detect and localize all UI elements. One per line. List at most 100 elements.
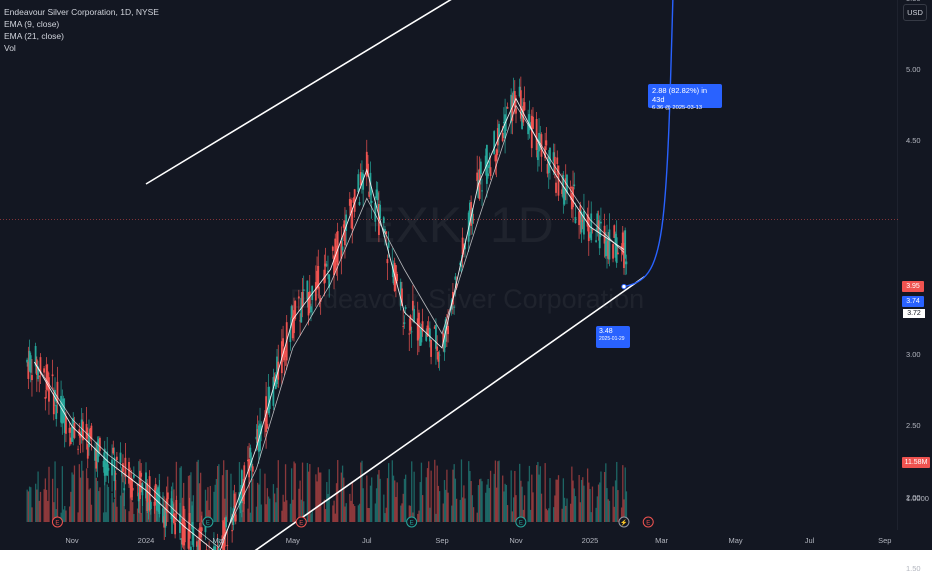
- volume-bar: [397, 482, 398, 522]
- volume-bar: [387, 478, 388, 522]
- candle-body: [625, 262, 627, 265]
- volume-bar: [91, 505, 92, 522]
- volume-bar: [604, 472, 605, 522]
- candle-body: [490, 167, 492, 176]
- candle-body: [436, 347, 438, 351]
- volume-bar: [428, 461, 429, 522]
- x-tick-label: Mar: [655, 536, 668, 545]
- volume-bar: [217, 466, 218, 522]
- legend-volume[interactable]: Vol: [4, 42, 159, 54]
- volume-bar: [495, 461, 496, 522]
- candle-body: [515, 108, 517, 113]
- volume-bar: [528, 481, 529, 522]
- volume-bar: [290, 504, 291, 522]
- volume-bar: [96, 478, 97, 522]
- candle-body: [114, 458, 116, 482]
- volume-bar: [216, 479, 217, 522]
- currency-button[interactable]: USD: [903, 4, 927, 21]
- legend-ema21[interactable]: EMA (21, close): [4, 30, 159, 42]
- volume-bar: [404, 479, 405, 522]
- volume-bar: [565, 506, 566, 522]
- volume-bar: [434, 460, 435, 522]
- volume-bar: [200, 473, 201, 522]
- ema21-price-tag: 3.72: [902, 308, 926, 319]
- volume-bar: [557, 480, 558, 522]
- volume-bar: [308, 472, 309, 522]
- y-tick-label: 5.50: [906, 0, 921, 3]
- candle-body: [99, 438, 101, 451]
- volume-bar: [261, 505, 262, 522]
- volume-bar: [469, 471, 470, 522]
- volume-bar: [86, 468, 87, 522]
- volume-bar: [472, 495, 473, 522]
- volume-bar: [421, 463, 422, 522]
- legend-ema9[interactable]: EMA (9, close): [4, 18, 159, 30]
- candle-body: [599, 229, 601, 248]
- last-price-tag: 3.95: [902, 281, 924, 292]
- volume-bar: [302, 463, 303, 522]
- volume-bar: [376, 488, 377, 522]
- volume-bar: [563, 478, 564, 522]
- volume-bar: [384, 513, 385, 522]
- volume-bar: [98, 491, 99, 522]
- volume-bar: [511, 470, 512, 522]
- legend-title[interactable]: Endeavour Silver Corporation, 1D, NYSE: [4, 6, 159, 18]
- volume-bar: [566, 498, 567, 522]
- volume-bar: [507, 505, 508, 522]
- candle-body: [225, 517, 227, 527]
- volume-bar: [588, 483, 589, 522]
- volume-bar: [605, 463, 606, 522]
- volume-bar: [582, 477, 583, 522]
- candle-body: [235, 514, 237, 521]
- volume-bar: [463, 485, 464, 522]
- volume-bar: [247, 509, 248, 522]
- volume-bar: [325, 509, 326, 522]
- candle-body: [266, 424, 268, 428]
- projection-target: 6.36 @ 2025-03-13: [652, 105, 718, 111]
- projection-start-date: 2025-01-29: [599, 336, 627, 342]
- candle-body: [488, 161, 490, 168]
- volume-bar: [28, 491, 29, 522]
- volume-bar: [531, 475, 532, 522]
- candle-body: [502, 133, 504, 141]
- ema9-price-tag: 3.74: [902, 296, 924, 307]
- projection-start-label[interactable]: 3.48 2025-01-29: [596, 326, 630, 348]
- candle-body: [454, 276, 456, 279]
- volume-bar: [597, 496, 598, 522]
- volume-bar: [81, 461, 82, 522]
- candle-body: [30, 355, 32, 372]
- candle-body: [132, 488, 134, 491]
- candle-body: [359, 202, 361, 205]
- candle-body: [429, 329, 431, 342]
- volume-bar: [199, 483, 200, 522]
- volume-bar: [341, 473, 342, 522]
- y-tick-label: 1.0000: [906, 494, 929, 503]
- volume-bar: [546, 509, 547, 522]
- candle-body: [555, 183, 557, 193]
- candle-body: [476, 173, 478, 181]
- candle-body: [439, 355, 441, 356]
- volume-bar: [30, 487, 31, 522]
- earnings-marker-label: E: [55, 521, 59, 527]
- volume-bar: [37, 471, 38, 522]
- volume-bar: [545, 463, 546, 522]
- projection-label[interactable]: 2.88 (82.82%) in 43d 6.36 @ 2025-03-13: [648, 84, 722, 108]
- volume-bar: [132, 502, 133, 522]
- volume-bar: [239, 462, 240, 522]
- volume-bar: [222, 475, 223, 522]
- candle-body: [107, 468, 109, 471]
- volume-bar: [316, 481, 317, 522]
- candle-body: [31, 375, 33, 380]
- volume-bar: [570, 504, 571, 522]
- volume-bar: [571, 467, 572, 522]
- earnings-marker-label: E: [206, 521, 210, 527]
- volume-bar: [480, 479, 481, 522]
- volume-bar: [403, 494, 404, 522]
- candle-body: [556, 157, 558, 163]
- volume-bar: [218, 464, 219, 522]
- volume-bar: [558, 475, 559, 522]
- volume-bar: [418, 511, 419, 522]
- volume-bar: [337, 460, 338, 522]
- volume-bar: [536, 465, 537, 522]
